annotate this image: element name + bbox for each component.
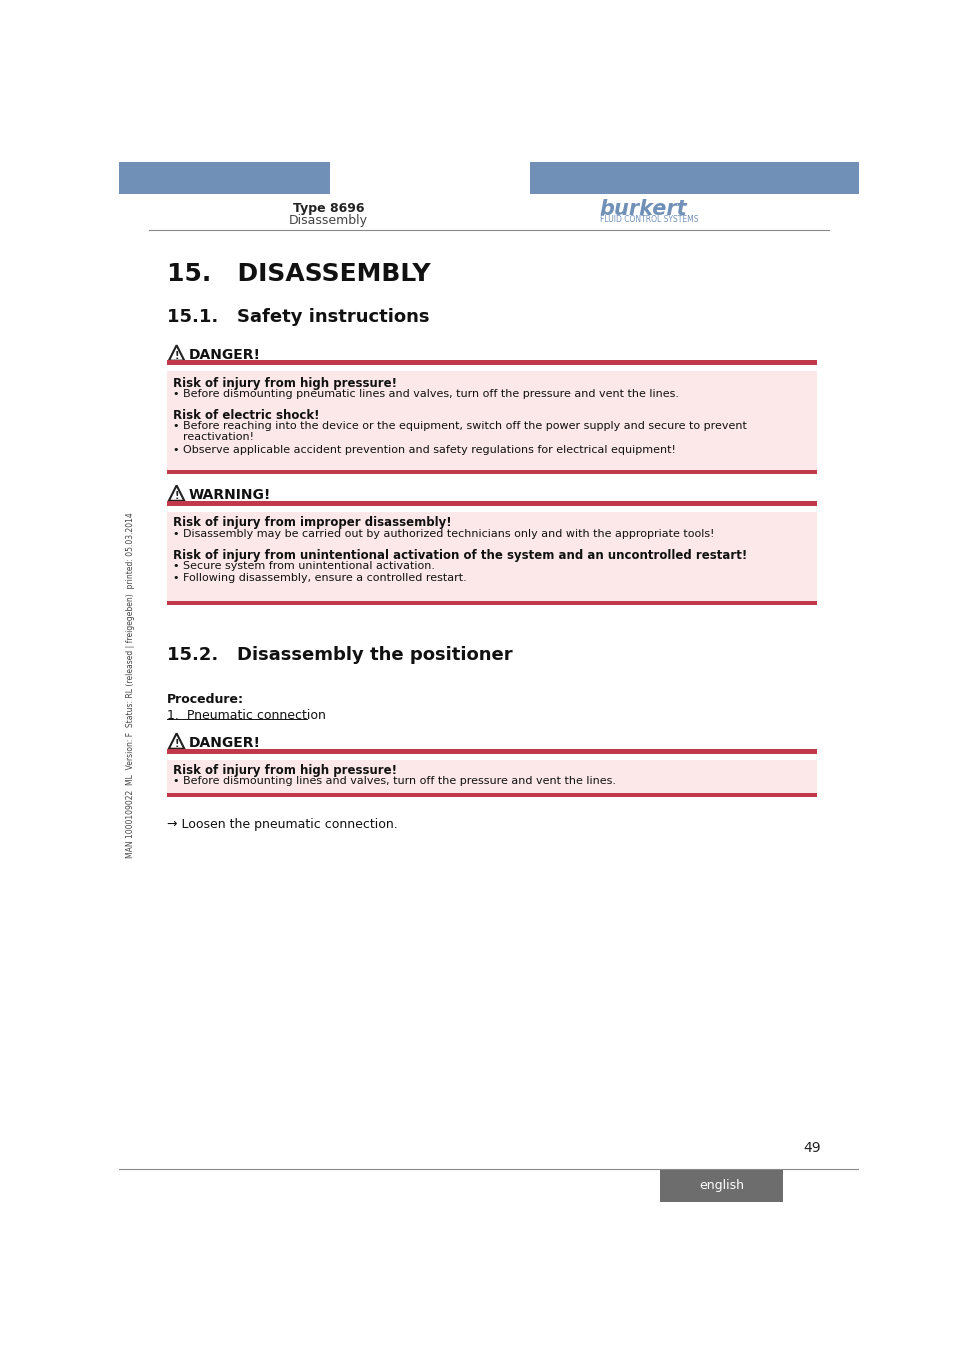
Text: • Before dismounting lines and valves, turn off the pressure and vent the lines.: • Before dismounting lines and valves, t…	[173, 776, 616, 787]
Text: Procedure:: Procedure:	[167, 694, 244, 706]
Text: 1.  Pneumatic connection: 1. Pneumatic connection	[167, 709, 326, 722]
Polygon shape	[169, 733, 184, 749]
Bar	[119, 162, 330, 194]
Text: 15.1.   Safety instructions: 15.1. Safety instructions	[167, 308, 430, 327]
Text: DANGER!: DANGER!	[189, 736, 261, 749]
Text: Disassembly: Disassembly	[289, 215, 368, 227]
Text: • Observe applicable accident prevention and safety regulations for electrical e: • Observe applicable accident prevention…	[173, 444, 676, 455]
Bar	[167, 470, 816, 474]
Text: Risk of injury from improper disassembly!: Risk of injury from improper disassembly…	[173, 516, 452, 529]
Bar	[530, 162, 858, 194]
Bar	[167, 512, 816, 601]
Bar	[167, 371, 816, 470]
Text: 15.   DISASSEMBLY: 15. DISASSEMBLY	[167, 262, 431, 286]
Bar	[167, 601, 816, 605]
Polygon shape	[169, 346, 184, 360]
Text: Risk of injury from high pressure!: Risk of injury from high pressure!	[173, 764, 397, 778]
Text: 15.2.   Disassembly the positioner: 15.2. Disassembly the positioner	[167, 645, 513, 664]
Bar	[167, 749, 816, 755]
Text: Risk of injury from high pressure!: Risk of injury from high pressure!	[173, 377, 397, 390]
Text: !: !	[174, 738, 178, 749]
Text: • Before dismounting pneumatic lines and valves, turn off the pressure and vent : • Before dismounting pneumatic lines and…	[173, 389, 679, 400]
Text: english: english	[699, 1179, 743, 1192]
Text: Type 8696: Type 8696	[293, 202, 364, 215]
Bar	[659, 1169, 781, 1202]
Polygon shape	[169, 486, 184, 501]
Bar	[167, 794, 816, 798]
Text: WARNING!: WARNING!	[189, 487, 271, 502]
Text: Risk of electric shock!: Risk of electric shock!	[173, 409, 319, 423]
Text: 49: 49	[802, 1141, 820, 1154]
Text: • Secure system from unintentional activation.: • Secure system from unintentional activ…	[173, 560, 435, 571]
Text: • Before reaching into the device or the equipment, switch off the power supply : • Before reaching into the device or the…	[173, 421, 746, 432]
Text: Risk of injury from unintentional activation of the system and an uncontrolled r: Risk of injury from unintentional activa…	[173, 548, 747, 562]
Text: → Loosen the pneumatic connection.: → Loosen the pneumatic connection.	[167, 818, 397, 832]
Text: DANGER!: DANGER!	[189, 347, 261, 362]
Text: !: !	[174, 491, 178, 501]
Text: • Following disassembly, ensure a controlled restart.: • Following disassembly, ensure a contro…	[173, 574, 467, 583]
Text: MAN 1000109022  ML  Version: F  Status: RL (released | freigegeben)  printed: 05: MAN 1000109022 ML Version: F Status: RL …	[126, 513, 134, 859]
Text: FLUID CONTROL SYSTEMS: FLUID CONTROL SYSTEMS	[599, 215, 698, 224]
Text: !: !	[174, 351, 178, 360]
Bar	[167, 360, 816, 366]
Bar	[167, 501, 816, 506]
Text: reactivation!: reactivation!	[183, 432, 253, 443]
Text: burkert: burkert	[599, 198, 687, 219]
Text: • Disassembly may be carried out by authorized technicians only and with the app: • Disassembly may be carried out by auth…	[173, 528, 714, 539]
Bar	[167, 760, 816, 794]
